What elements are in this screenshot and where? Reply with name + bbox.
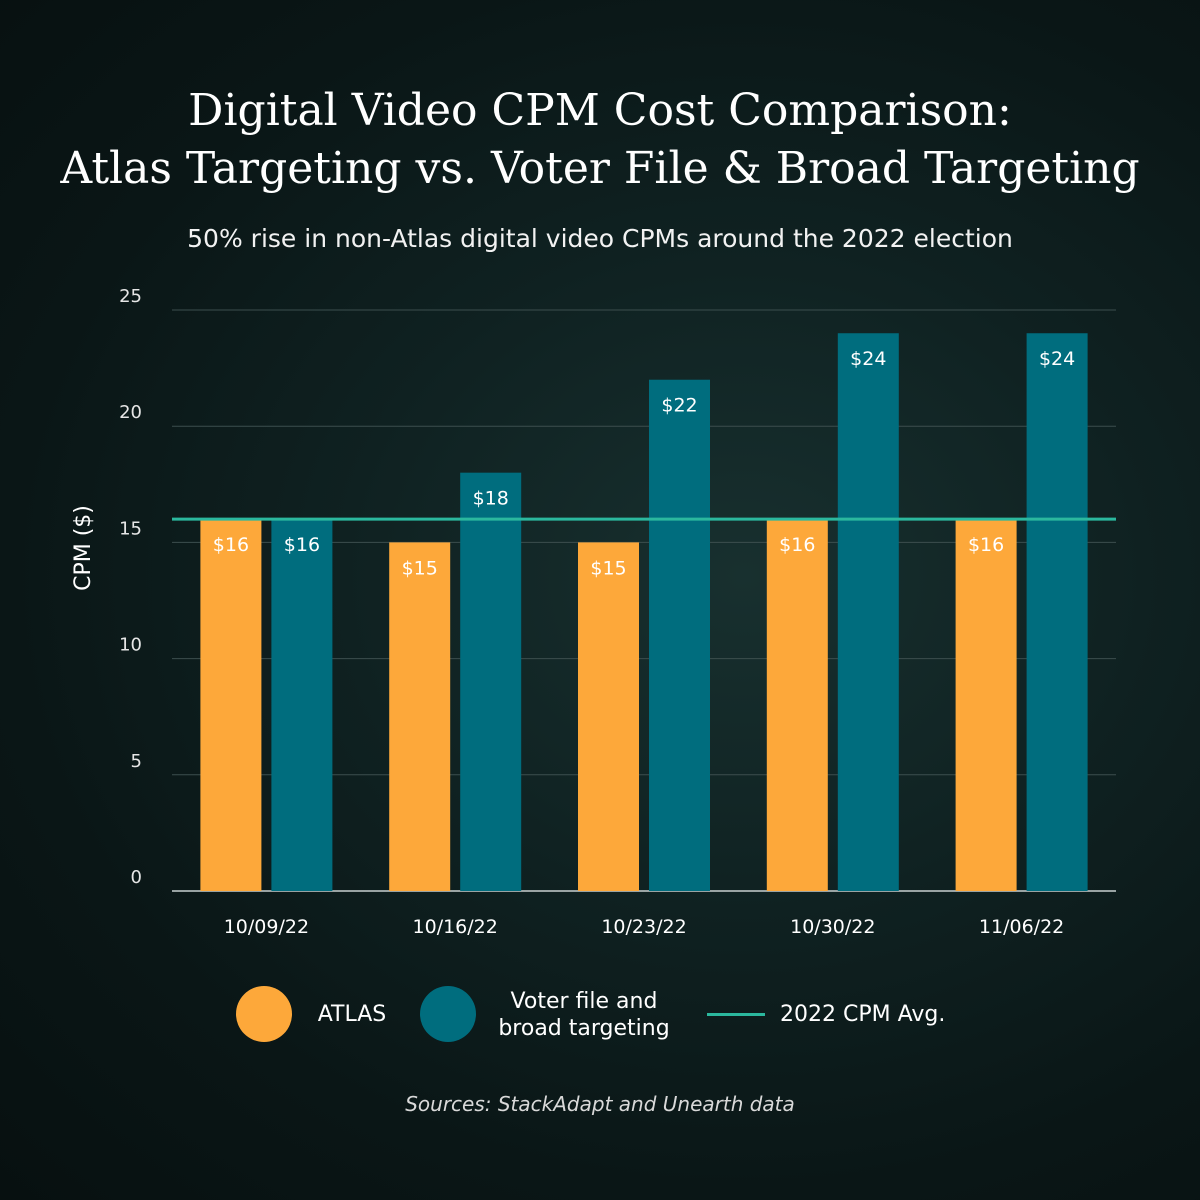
bar-atlas bbox=[955, 519, 1017, 891]
bar-voter bbox=[837, 333, 899, 891]
legend-label-voter: Voter file and broad targeting bbox=[482, 988, 686, 1042]
y-tick-label: 20 bbox=[119, 402, 142, 423]
legend: ATLAS Voter file and broad targeting 202… bbox=[0, 982, 1200, 1052]
bar-atlas bbox=[766, 519, 828, 891]
legend-label-voter-line-1: Voter file and bbox=[510, 989, 658, 1014]
bar-atlas bbox=[389, 542, 451, 891]
bar-voter bbox=[271, 519, 333, 891]
data-label-atlas: $15 bbox=[402, 557, 438, 579]
legend-label-atlas: ATLAS bbox=[317, 1002, 387, 1027]
bar-voter bbox=[460, 472, 522, 891]
chart-title-line-1: Digital Video CPM Cost Comparison: bbox=[188, 85, 1012, 136]
data-label-voter: $22 bbox=[661, 395, 697, 417]
bar-atlas bbox=[578, 542, 639, 891]
bar-voter bbox=[1026, 333, 1088, 891]
legend-label-avg: 2022 CPM Avg. bbox=[780, 1002, 946, 1027]
legend-swatch-avg-line bbox=[707, 1013, 765, 1016]
y-tick-label: 5 bbox=[131, 751, 142, 772]
legend-swatch-atlas bbox=[236, 986, 292, 1042]
source-note: Sources: StackAdapt and Unearth data bbox=[405, 1092, 795, 1116]
y-tick-label: 0 bbox=[131, 867, 142, 888]
y-tick-label: 10 bbox=[119, 635, 142, 656]
data-label-voter: $18 bbox=[473, 488, 509, 510]
x-tick-label: 10/23/22 bbox=[601, 916, 686, 938]
bar-atlas bbox=[200, 519, 262, 891]
x-tick-label: 10/30/22 bbox=[790, 916, 875, 938]
y-tick-label: 15 bbox=[119, 518, 142, 539]
y-tick-label: 25 bbox=[119, 286, 142, 307]
bar-voter bbox=[649, 379, 710, 891]
chart-title-line-2: Atlas Targeting vs. Voter File & Broad T… bbox=[60, 143, 1140, 194]
x-tick-label: 10/09/22 bbox=[224, 916, 309, 938]
data-label-atlas: $16 bbox=[968, 534, 1004, 556]
data-label-voter: $16 bbox=[284, 534, 320, 556]
chart-title: Digital Video CPM Cost Comparison: Atlas… bbox=[0, 82, 1200, 198]
data-label-atlas: $15 bbox=[590, 557, 626, 579]
legend-label-voter-line-2: broad targeting bbox=[498, 1016, 670, 1041]
data-label-voter: $24 bbox=[1039, 348, 1075, 370]
x-tick-label: 11/06/22 bbox=[979, 916, 1064, 938]
data-label-atlas: $16 bbox=[213, 534, 249, 556]
y-axis-label: CPM ($) bbox=[71, 505, 96, 591]
chart-subtitle: 50% rise in non-Atlas digital video CPMs… bbox=[187, 224, 1013, 253]
data-label-voter: $24 bbox=[850, 348, 886, 370]
x-tick-label: 10/16/22 bbox=[413, 916, 498, 938]
data-label-atlas: $16 bbox=[779, 534, 815, 556]
legend-swatch-voter bbox=[420, 986, 476, 1042]
bar-chart: 0 5 10 15 20 25 CPM ($) $16 $16 10/09/22 $15 $18 10/… bbox=[71, 286, 1116, 938]
